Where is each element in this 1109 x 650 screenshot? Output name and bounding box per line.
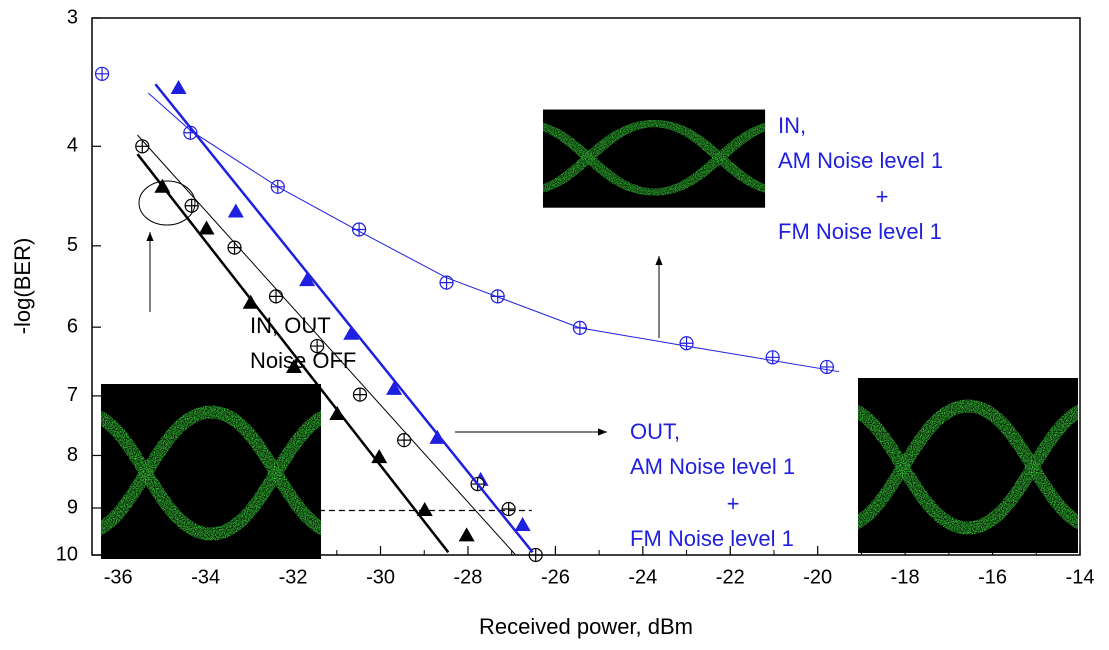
triangle-marker: [171, 80, 187, 94]
triangle-marker: [515, 517, 531, 531]
circle-cross-marker: [820, 360, 833, 373]
chart: -36 -34 -32 -30 -28 -26 -24 -22 -20 -18 -16 -14 3 4 5 6…: [0, 0, 1109, 645]
x-tick-label: -26: [541, 566, 570, 588]
annotation: +: [727, 491, 740, 516]
y-tick-label: 4: [67, 135, 78, 157]
annotation: +: [876, 184, 889, 209]
y-tick-label: 8: [67, 444, 78, 466]
eye-diagram: [838, 378, 1098, 553]
page: {"chart_data": {"type": "scatter", "x_la…: [0, 0, 1109, 650]
circle-cross-marker: [96, 67, 109, 80]
annotation: IN, OUT: [250, 313, 331, 338]
x-tick-label: -34: [191, 566, 220, 588]
y-tick-label: 5: [67, 234, 78, 256]
x-tick-label: -30: [366, 566, 395, 588]
x-tick-label: -22: [716, 566, 745, 588]
circle-cross-marker: [502, 502, 515, 515]
annotation: FM Noise level 1: [630, 526, 794, 551]
annotation: Noise OFF: [250, 348, 356, 373]
circle-cross-marker: [680, 337, 693, 350]
x-tick-label: -28: [454, 566, 483, 588]
x-tick-label: -32: [279, 566, 308, 588]
circle-cross-marker: [270, 290, 283, 303]
circle-cross-marker: [491, 290, 504, 303]
x-axis-title: Received power, dBm: [479, 614, 693, 639]
y-tick-label: 7: [67, 384, 78, 406]
x-tick-label: -16: [978, 566, 1007, 588]
annotation: IN,: [778, 113, 806, 138]
y-tick-label: 6: [67, 315, 78, 337]
triangle-marker: [459, 527, 475, 541]
y-tick-label: 9: [67, 496, 78, 518]
annotation: OUT,: [630, 419, 680, 444]
annotation: FM Noise level 1: [778, 219, 942, 244]
x-tick-label: -36: [104, 566, 133, 588]
eye-diagram: [523, 110, 786, 208]
triangle-marker: [199, 221, 215, 235]
triangle-marker: [228, 204, 244, 218]
y-axis-title: -log(BER): [10, 238, 35, 335]
x-tick-label: -24: [628, 566, 657, 588]
annotation: AM Noise level 1: [630, 454, 795, 479]
circle-cross-marker: [353, 388, 366, 401]
x-tick-label: -20: [803, 566, 832, 588]
eye-diagram: [81, 384, 341, 559]
y-tick-label: 3: [67, 6, 78, 28]
circle-cross-marker: [766, 351, 779, 364]
x-tick-label: -14: [1066, 566, 1095, 588]
y-tick-label: 10: [56, 543, 78, 565]
x-tick-label: -18: [891, 566, 920, 588]
circle-cross-marker: [185, 199, 198, 212]
circle-cross-marker: [136, 140, 149, 153]
annotation: AM Noise level 1: [778, 148, 943, 173]
